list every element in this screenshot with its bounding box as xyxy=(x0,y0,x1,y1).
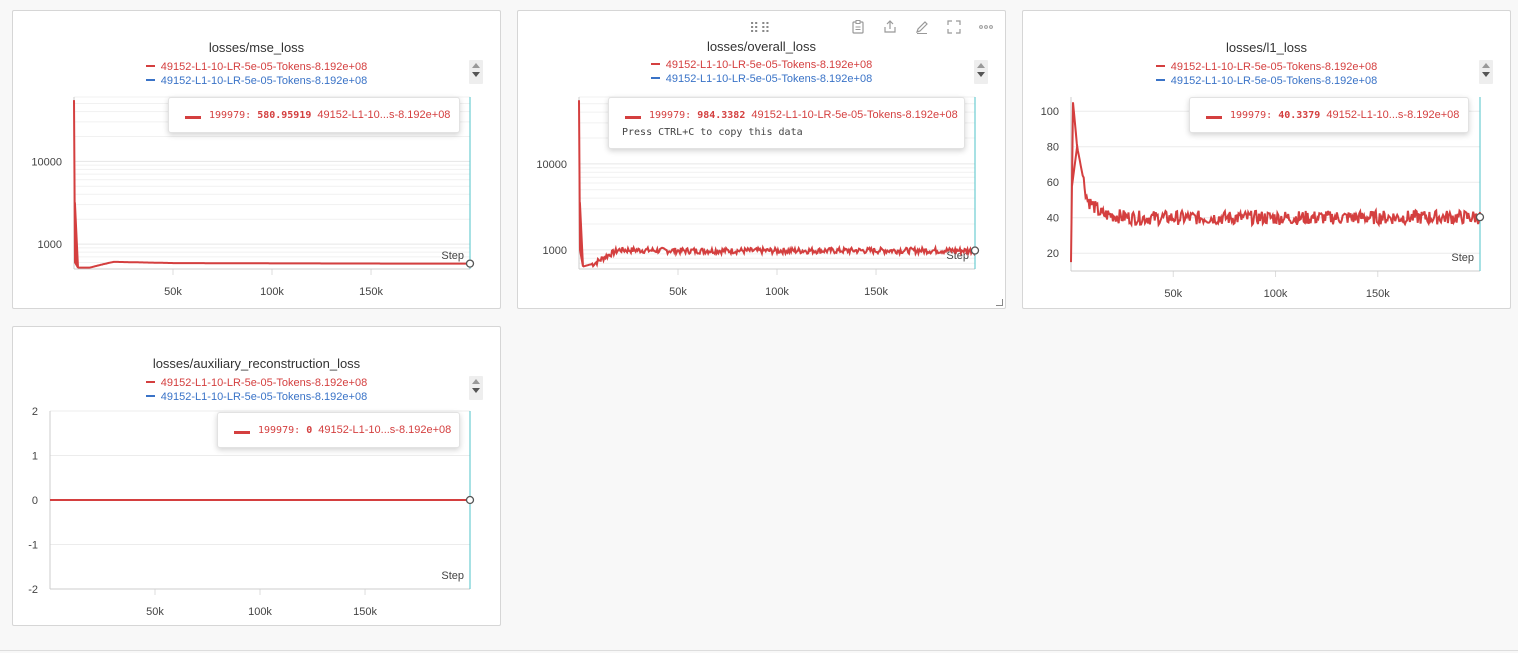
copy-hint: Press CTRL+C to copy this data xyxy=(622,127,803,138)
fullscreen-icon[interactable] xyxy=(946,19,962,35)
hover-point xyxy=(465,259,475,268)
share-icon[interactable] xyxy=(882,19,898,35)
legend-scroller[interactable] xyxy=(469,60,483,84)
x-tick-label: 50k xyxy=(146,606,164,618)
panel-l1-loss: 50k 100k 150k 20 40 60 80 100 Step losses/l1_los… xyxy=(1022,10,1511,309)
x-tick-label: 150k xyxy=(864,286,888,298)
hover-tooltip: 199979: 0 49152-L1-10...s-8.192e+08 xyxy=(217,412,460,448)
x-tick-label: 100k xyxy=(248,606,272,618)
y-tick-label: 100 xyxy=(1041,106,1059,118)
chart-auxiliary-reconstruction-loss[interactable]: 50k 100k 150k 2 1 0 -1 -2 Step xyxy=(13,327,502,627)
legend-entry[interactable]: 49152-L1-10-LR-5e-05-Tokens-8.192e+08 xyxy=(1023,60,1510,74)
chart-legend: 49152-L1-10-LR-5e-05-Tokens-8.192e+08 49… xyxy=(1023,60,1510,88)
y-tick-label: 1000 xyxy=(543,245,567,257)
page-bottom-divider xyxy=(0,650,1518,651)
x-tick-label: 100k xyxy=(765,286,789,298)
legend-scroller[interactable] xyxy=(469,376,483,400)
legend-scroller[interactable] xyxy=(1479,60,1493,84)
chart-title: losses/mse_loss xyxy=(208,40,305,55)
chart-title: losses/overall_loss xyxy=(706,39,817,54)
hover-point xyxy=(465,495,475,505)
chart-legend: 49152-L1-10-LR-5e-05-Tokens-8.192e+08 49… xyxy=(13,376,500,404)
legend-scroller[interactable] xyxy=(974,60,988,84)
more-icon[interactable] xyxy=(978,19,994,35)
hover-tooltip: 199979: 580.95919 49152-L1-10...s-8.192e… xyxy=(168,97,460,133)
y-tick-label: 1 xyxy=(32,451,38,463)
x-tick-label: 50k xyxy=(669,286,687,298)
hover-tooltip: 199979: 984.3382 49152-L1-10-LR-5e-05-To… xyxy=(608,97,965,149)
y-tick-label: 60 xyxy=(1047,177,1059,189)
drag-handle-icon[interactable]: ⠿⠿ xyxy=(749,20,772,36)
y-tick-label: -2 xyxy=(28,584,38,596)
hover-tooltip: 199979: 40.3379 49152-L1-10...s-8.192e+0… xyxy=(1189,97,1469,133)
y-tick-label: 10000 xyxy=(31,156,62,168)
y-tick-label: 2 xyxy=(32,406,38,418)
x-axis-label: Step xyxy=(441,250,464,262)
chart-l1-loss[interactable]: 50k 100k 150k 20 40 60 80 100 Step xyxy=(1023,11,1512,310)
series-line xyxy=(73,100,470,269)
y-tick-label: 1000 xyxy=(38,239,62,251)
y-tick-label: 10000 xyxy=(536,159,567,171)
chart-legend: losses/overall_loss 49152-L1-10-LR-5e-05… xyxy=(518,40,1005,86)
y-tick-label: 20 xyxy=(1047,248,1059,260)
legend-entry[interactable]: 49152-L1-10-LR-5e-05-Tokens-8.192e+08 xyxy=(518,58,1005,72)
panel-mse-loss: 50k 100k 150k 1000 10000 Step losses/mse_loss… xyxy=(12,10,501,309)
x-tick-label: 100k xyxy=(1264,288,1288,300)
legend-entry[interactable]: 49152-L1-10-LR-5e-05-Tokens-8.192e+08 xyxy=(13,376,500,390)
chart-legend: 49152-L1-10-LR-5e-05-Tokens-8.192e+08 49… xyxy=(13,60,500,88)
legend-entry[interactable]: 49152-L1-10-LR-5e-05-Tokens-8.192e+08 xyxy=(13,60,500,74)
chart-title: losses/l1_loss xyxy=(1226,40,1307,55)
x-tick-label: 150k xyxy=(359,286,383,298)
series-line xyxy=(1070,102,1481,263)
legend-entry[interactable]: 49152-L1-10-LR-5e-05-Tokens-8.192e+08 xyxy=(13,390,500,404)
chart-title: losses/auxiliary_reconstruction_loss xyxy=(152,356,361,371)
hover-point xyxy=(970,246,980,255)
series-line xyxy=(578,100,976,269)
panel-auxiliary-reconstruction-loss: 50k 100k 150k 2 1 0 -1 -2 Step losses/auxiliary_… xyxy=(12,326,501,626)
clipboard-icon[interactable] xyxy=(850,19,866,35)
hover-point xyxy=(1475,212,1485,222)
legend-entry[interactable]: 49152-L1-10-LR-5e-05-Tokens-8.192e+08 xyxy=(13,74,500,88)
y-tick-label: 0 xyxy=(32,495,38,507)
x-axis-label: Step xyxy=(1451,252,1474,264)
y-tick-label: -1 xyxy=(28,540,38,552)
x-tick-label: 150k xyxy=(353,606,377,618)
resize-handle-icon[interactable] xyxy=(996,299,1003,306)
panel-toolbar xyxy=(848,19,998,37)
x-tick-label: 150k xyxy=(1366,288,1390,300)
x-tick-label: 50k xyxy=(164,286,182,298)
x-tick-label: 100k xyxy=(260,286,284,298)
legend-entry[interactable]: 49152-L1-10-LR-5e-05-Tokens-8.192e+08 xyxy=(518,72,1005,86)
x-axis-label: Step xyxy=(441,570,464,582)
y-tick-label: 40 xyxy=(1047,213,1059,225)
legend-entry[interactable]: 49152-L1-10-LR-5e-05-Tokens-8.192e+08 xyxy=(1023,74,1510,88)
edit-icon[interactable] xyxy=(914,19,930,35)
x-tick-label: 50k xyxy=(1164,288,1182,300)
panel-overall-loss: 50k 100k 150k 1000 10000 Step ⠿⠿ losses/overa… xyxy=(517,10,1006,309)
y-tick-label: 80 xyxy=(1047,142,1059,154)
chart-mse-loss[interactable]: 50k 100k 150k 1000 10000 Step xyxy=(13,11,502,310)
